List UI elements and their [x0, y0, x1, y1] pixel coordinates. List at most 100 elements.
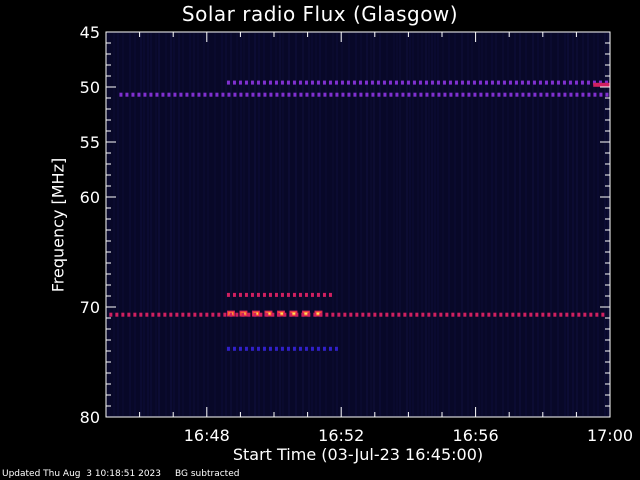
band-mark [437, 92, 441, 97]
band-mark [265, 312, 269, 317]
band-mark [133, 312, 137, 317]
band-mark [157, 312, 161, 317]
band-mark [310, 80, 314, 85]
band-mark [109, 312, 113, 317]
band-mark [599, 92, 603, 97]
band-mark [286, 292, 290, 297]
band-mark [323, 92, 327, 97]
band-mark [340, 80, 344, 85]
band-mark [394, 80, 398, 85]
band-mark [487, 312, 491, 317]
band-mark [244, 80, 248, 85]
band-mark [563, 92, 567, 97]
band-mark [151, 312, 155, 317]
band-mark [259, 312, 263, 317]
band-mark [442, 80, 446, 85]
band-mark [119, 92, 123, 97]
y-tick-label: 55 [80, 133, 100, 152]
band-mark [376, 80, 380, 85]
band-mark [310, 292, 314, 297]
x-axis: 16:48 16:52 16:56 17:00 [105, 32, 633, 445]
band-mark [403, 312, 407, 317]
band-mark [502, 80, 506, 85]
x-tick-label: 16:56 [453, 426, 499, 445]
footer: Updated Thu Aug 3 10:18:51 2023 BG subtra… [2, 469, 239, 479]
band-mark [149, 92, 153, 97]
band-mark [343, 312, 347, 317]
band-mark [286, 346, 290, 351]
band-mark [179, 92, 183, 97]
band-mark [337, 312, 341, 317]
band-mark [229, 312, 233, 317]
band-mark [287, 92, 291, 97]
band-mark [325, 312, 329, 317]
band-mark [526, 80, 530, 85]
band-mark [250, 346, 254, 351]
band-mark [316, 292, 320, 297]
band-mark [280, 346, 284, 351]
band-mark [397, 312, 401, 317]
band-mark [269, 92, 273, 97]
band-mark [559, 312, 563, 317]
band-mark [425, 92, 429, 97]
band-mark [173, 92, 177, 97]
band-mark [604, 80, 608, 85]
band-mark [145, 312, 149, 317]
band-mark [268, 346, 272, 351]
band-mark [244, 292, 248, 297]
band-mark [286, 80, 290, 85]
band-mark [419, 92, 423, 97]
band-mark [401, 92, 405, 97]
band-mark [268, 292, 272, 297]
band-mark [586, 80, 590, 85]
band-mark [569, 92, 573, 97]
burst-mark-core [316, 312, 321, 315]
band-mark [383, 92, 387, 97]
band-mark [371, 92, 375, 97]
band-mark [535, 312, 539, 317]
x-tick-label: 16:48 [184, 426, 230, 445]
band-mark [547, 312, 551, 317]
band-mark [292, 292, 296, 297]
band-mark [304, 346, 308, 351]
band-mark [316, 346, 320, 351]
band-mark [593, 92, 597, 97]
band-mark [262, 346, 266, 351]
y-tick-label: 80 [80, 408, 100, 427]
band-mark [247, 312, 251, 317]
band-mark [187, 312, 191, 317]
band-mark [274, 80, 278, 85]
band-mark [508, 80, 512, 85]
band-mark [484, 80, 488, 85]
band-mark [322, 292, 326, 297]
x-axis-label: Start Time (03-Jul-23 16:45:00) [232, 445, 484, 464]
band-mark [193, 312, 197, 317]
band-mark [358, 80, 362, 85]
band-mark [299, 92, 303, 97]
band-mark [175, 312, 179, 317]
band-mark [499, 312, 503, 317]
y-axis: 45 50 55 60 70 80 [80, 23, 610, 427]
band-mark [169, 312, 173, 317]
band-mark [391, 312, 395, 317]
band-mark [529, 312, 533, 317]
band-mark [355, 312, 359, 317]
band-mark [593, 82, 610, 87]
band-mark [227, 92, 231, 97]
band-mark [551, 92, 555, 97]
band-mark [268, 80, 272, 85]
band-mark [373, 312, 377, 317]
band-mark [497, 92, 501, 97]
band-mark [271, 312, 275, 317]
band-mark [232, 80, 236, 85]
band-mark [232, 292, 236, 297]
band-mark [431, 92, 435, 97]
band-mark [322, 80, 326, 85]
band-mark [377, 92, 381, 97]
band-mark [553, 312, 557, 317]
band-mark [347, 92, 351, 97]
band-mark [575, 92, 579, 97]
band-mark [409, 312, 413, 317]
updated-timestamp: Updated Thu Aug 3 10:18:51 2023 [2, 469, 162, 479]
band-mark [421, 312, 425, 317]
